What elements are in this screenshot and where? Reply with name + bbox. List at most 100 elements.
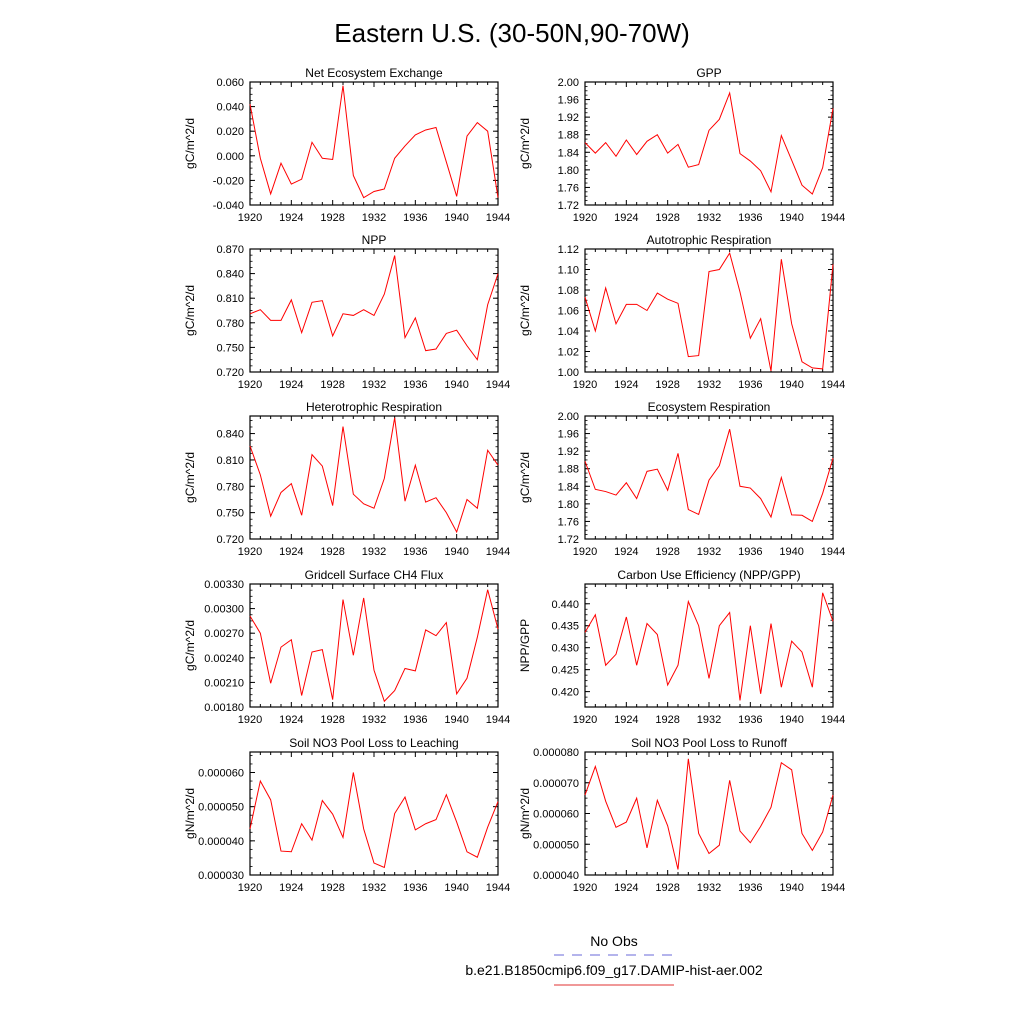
x-tick-label: 1940 xyxy=(779,212,803,224)
y-tick-label: 0.810 xyxy=(216,455,244,467)
x-tick-label: 1920 xyxy=(238,212,262,224)
y-axis-label: gN/m^2/d xyxy=(183,788,197,839)
x-tick-label: 1932 xyxy=(362,714,386,726)
y-axis-label: gC/m^2/d xyxy=(518,452,532,503)
x-tick-label: 1924 xyxy=(614,546,638,558)
y-tick-label: 0.435 xyxy=(551,621,579,633)
series-line-1 xyxy=(249,255,499,361)
chart-title: Gridcell Surface CH4 Flux xyxy=(305,568,444,582)
x-tick-label: 1920 xyxy=(238,546,262,558)
y-tick-label: 0.840 xyxy=(216,429,244,441)
x-tick-label: 1944 xyxy=(486,212,510,224)
y-tick-label: 1.88 xyxy=(558,464,579,476)
x-tick-label: 1940 xyxy=(444,882,468,894)
chart-title: GPP xyxy=(696,66,721,80)
y-tick-label: 1.80 xyxy=(558,165,579,177)
chart-title: Ecosystem Respiration xyxy=(648,400,771,414)
y-tick-label: 0.750 xyxy=(216,342,244,354)
x-tick-label: 1924 xyxy=(279,546,303,558)
y-tick-label: 0.420 xyxy=(551,687,579,699)
x-tick-label: 1944 xyxy=(486,882,510,894)
y-tick-label: 1.88 xyxy=(558,130,579,142)
y-tick-label: 0.000 xyxy=(216,151,244,163)
x-tick-label: 1944 xyxy=(821,379,845,391)
x-tick-label: 1944 xyxy=(486,379,510,391)
y-tick-label: 0.00270 xyxy=(204,628,244,640)
x-tick-label: 1924 xyxy=(614,882,638,894)
y-tick-label: 1.76 xyxy=(558,182,579,194)
y-tick-label: 1.12 xyxy=(558,244,579,256)
y-tick-label: 0.000060 xyxy=(533,809,579,821)
x-tick-label: 1940 xyxy=(779,882,803,894)
x-tick-label: 1936 xyxy=(738,212,762,224)
y-tick-label: 1.04 xyxy=(558,326,579,338)
x-tick-label: 1928 xyxy=(655,212,679,224)
legend-label-model: b.e21.B1850cmip6.f09_g17.DAMIP-hist-aer.… xyxy=(465,962,763,978)
plot-frame xyxy=(249,248,499,373)
x-tick-label: 1940 xyxy=(444,379,468,391)
y-tick-label: 1.80 xyxy=(558,499,579,511)
x-tick-label: 1936 xyxy=(403,882,427,894)
y-tick-label: 0.000050 xyxy=(198,802,244,814)
y-tick-label: 1.84 xyxy=(558,147,579,159)
y-tick-label: 0.750 xyxy=(216,508,244,520)
y-tick-label: 0.00240 xyxy=(204,653,244,665)
x-tick-label: 1924 xyxy=(614,212,638,224)
x-tick-label: 1924 xyxy=(614,714,638,726)
series-line-1 xyxy=(249,85,499,199)
y-axis-label: NPP/GPP xyxy=(518,619,532,672)
chart-panel-8: Carbon Use Efficiency (NPP/GPP) NPP/GPP 19… xyxy=(518,568,845,726)
y-tick-label: 0.840 xyxy=(216,269,244,281)
y-tick-label: 0.440 xyxy=(551,599,579,611)
chart-panel-9: Soil NO3 Pool Loss to Leaching gN/m^2/d 19… xyxy=(183,736,510,894)
series-line-1 xyxy=(584,91,834,195)
series-line-1 xyxy=(584,758,834,870)
y-axis-label: gN/m^2/d xyxy=(518,788,532,839)
plot-frame xyxy=(249,751,499,876)
x-tick-label: 1940 xyxy=(444,714,468,726)
x-tick-label: 1936 xyxy=(738,882,762,894)
legend-label-obs: No Obs xyxy=(590,933,637,949)
series-line-1 xyxy=(249,417,499,534)
chart-title: Soil NO3 Pool Loss to Leaching xyxy=(289,736,458,750)
y-tick-label: 0.020 xyxy=(216,126,244,138)
x-tick-label: 1920 xyxy=(238,714,262,726)
y-tick-label: 0.780 xyxy=(216,481,244,493)
x-tick-label: 1920 xyxy=(573,379,597,391)
x-tick-label: 1944 xyxy=(821,546,845,558)
x-tick-label: 1928 xyxy=(655,714,679,726)
x-tick-label: 1940 xyxy=(444,546,468,558)
x-tick-label: 1936 xyxy=(403,379,427,391)
y-tick-label: 1.06 xyxy=(558,306,579,318)
x-tick-label: 1932 xyxy=(362,379,386,391)
plot-frame xyxy=(584,81,834,206)
x-tick-label: 1932 xyxy=(697,882,721,894)
y-tick-label: 1.84 xyxy=(558,481,579,493)
x-tick-label: 1928 xyxy=(320,882,344,894)
series-line-1 xyxy=(249,772,499,869)
x-tick-label: 1928 xyxy=(320,714,344,726)
y-tick-label: 0.00210 xyxy=(204,677,244,689)
x-tick-label: 1924 xyxy=(279,882,303,894)
y-tick-label: 0.810 xyxy=(216,293,244,305)
x-tick-label: 1932 xyxy=(697,379,721,391)
chart-panel-7: Gridcell Surface CH4 Flux gC/m^2/d 1920 192… xyxy=(183,568,510,726)
chart-title: Soil NO3 Pool Loss to Runoff xyxy=(631,736,788,750)
y-axis-label: gC/m^2/d xyxy=(183,118,197,169)
chart-title: NPP xyxy=(362,233,387,247)
series-line-1 xyxy=(584,592,834,701)
y-tick-label: 0.720 xyxy=(216,367,244,379)
y-tick-label: 1.02 xyxy=(558,347,579,359)
x-tick-label: 1920 xyxy=(573,714,597,726)
plot-frame xyxy=(584,415,834,540)
x-tick-label: 1920 xyxy=(573,212,597,224)
chart-panel-3: NPP gC/m^2/d 1920 1924 1928 1932 1936 1940 1944 0… xyxy=(183,233,510,391)
y-tick-label: 1.96 xyxy=(558,95,579,107)
x-tick-label: 1928 xyxy=(655,546,679,558)
y-axis-label: gC/m^2/d xyxy=(183,452,197,503)
x-tick-label: 1944 xyxy=(486,714,510,726)
chart-title: Net Ecosystem Exchange xyxy=(305,66,443,80)
y-tick-label: 0.00300 xyxy=(204,604,244,616)
y-tick-label: 0.870 xyxy=(216,244,244,256)
